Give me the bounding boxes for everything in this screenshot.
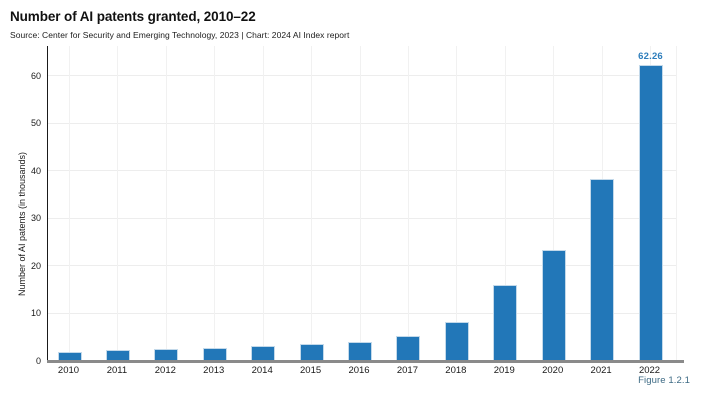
plot-area: 62.26: [46, 46, 684, 363]
gridline-vertical-2017: [407, 46, 409, 361]
x-tick-label-2021: 2021: [590, 365, 612, 376]
x-tick-label-2019: 2019: [493, 365, 515, 376]
chart-title: Number of AI patents granted, 2010–22: [10, 9, 256, 24]
gridline-horizontal-60: [48, 75, 677, 77]
bar-2018: [444, 322, 469, 361]
y-tick-label-10: 10: [30, 308, 41, 319]
bar-2021: [590, 178, 615, 361]
y-axis-tick-labels: 0 10 20 30 40 50 60: [0, 46, 41, 366]
x-tick-label-2022: 2022: [638, 365, 661, 376]
gridline-vertical-2016: [359, 46, 361, 361]
gridline-horizontal-40: [48, 170, 677, 172]
bar-2022: [638, 65, 663, 361]
x-tick-label-2017: 2017: [396, 365, 419, 376]
y-tick-label-20: 20: [30, 260, 41, 271]
gridline-vertical-2010: [69, 46, 70, 361]
gridline-vertical-2011: [117, 46, 119, 361]
x-tick-label-2014: 2014: [251, 365, 273, 376]
y-tick-label-30: 30: [30, 213, 41, 224]
gridline-horizontal-30: [48, 217, 677, 219]
gridline-horizontal-20: [48, 265, 677, 267]
gridline-vertical-2018: [456, 46, 458, 361]
y-tick-label-0: 0: [35, 356, 41, 366]
gridline-vertical-2020: [553, 46, 555, 361]
gridline-vertical-2019: [504, 46, 506, 361]
bar-2012: [154, 348, 179, 361]
gridline-vertical-2013: [214, 46, 216, 361]
gridline-vertical-2015: [311, 46, 313, 361]
bar-2010: [57, 351, 82, 361]
figure-caption: Figure 1.2.1: [638, 375, 690, 386]
x-axis-baseline: [46, 359, 684, 363]
bar-2014: [251, 345, 276, 361]
x-tick-label-2020: 2020: [542, 365, 564, 376]
gridline-vertical-2014: [262, 46, 264, 361]
gridline-horizontal-10: [48, 313, 677, 314]
bar-2015: [299, 344, 324, 361]
x-axis-tick-labels: 2010 2011 2012 2013 2014 2015 2016 2017 2018 2019…: [47, 365, 683, 378]
x-tick-label-2010: 2010: [57, 365, 80, 376]
x-tick-label-2013: 2013: [203, 365, 225, 376]
gridline-horizontal-50: [48, 122, 677, 124]
x-tick-label-2018: 2018: [445, 365, 467, 376]
x-tick-label-2016: 2016: [348, 365, 370, 376]
x-tick-label-2011: 2011: [106, 365, 128, 376]
chart-source-line: Source: Center for Security and Emerging…: [10, 30, 350, 40]
bar-2017: [396, 336, 421, 361]
y-tick-label-50: 50: [30, 118, 41, 129]
gridline-vertical-right-edge: [676, 46, 677, 361]
bar-2016: [348, 342, 373, 361]
bar-2020: [541, 249, 566, 361]
y-tick-label-60: 60: [30, 70, 41, 81]
gridline-vertical-2012: [165, 46, 167, 361]
bar-2019: [493, 285, 518, 361]
y-tick-label-40: 40: [30, 165, 41, 176]
bar-2013: [202, 347, 227, 361]
bar-2011: [105, 350, 130, 361]
bar-value-label-2022: 62.26: [638, 51, 663, 63]
x-tick-label-2012: 2012: [154, 365, 176, 376]
x-tick-label-2015: 2015: [300, 365, 322, 376]
